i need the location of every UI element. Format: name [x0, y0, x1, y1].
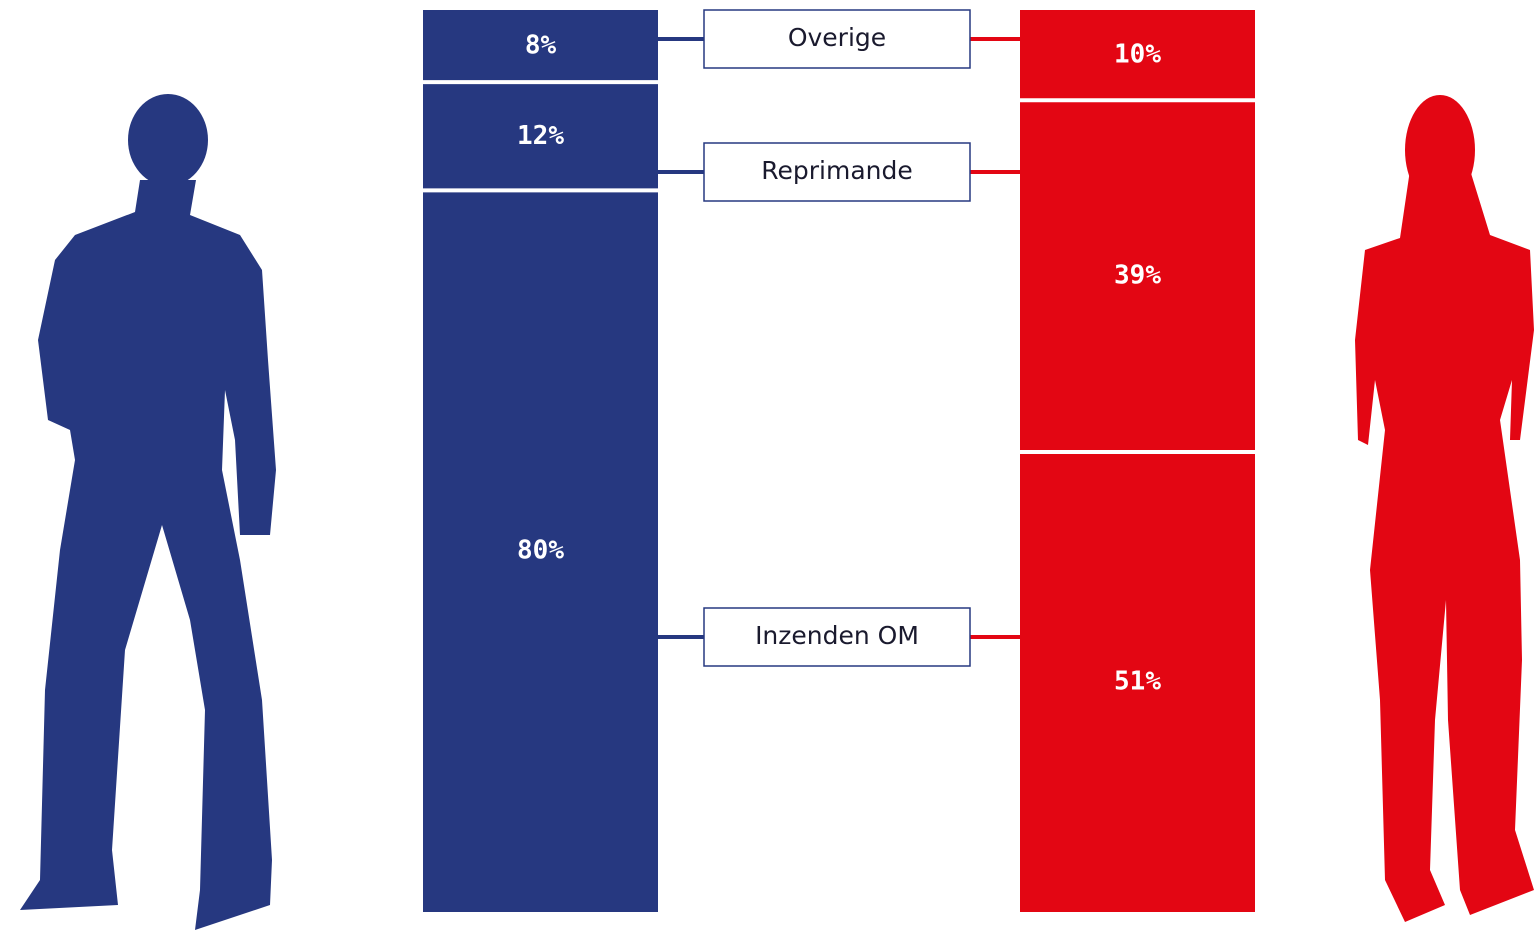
man-silhouette [20, 94, 276, 930]
value-label: 12% [517, 121, 564, 151]
value-label: 39% [1114, 261, 1161, 291]
value-label: 10% [1114, 40, 1161, 70]
chart: 8% 12% 80% 10% 39% 51% Overige Reprimande Inzend… [0, 0, 1534, 933]
legend-label: Reprimande [761, 156, 913, 185]
value-label: 8% [525, 31, 557, 61]
woman-silhouette [1355, 95, 1534, 922]
value-label: 80% [517, 536, 564, 566]
value-label: 51% [1114, 666, 1161, 696]
legend-label: Inzenden OM [755, 621, 919, 650]
legend-label: Overige [788, 23, 886, 52]
